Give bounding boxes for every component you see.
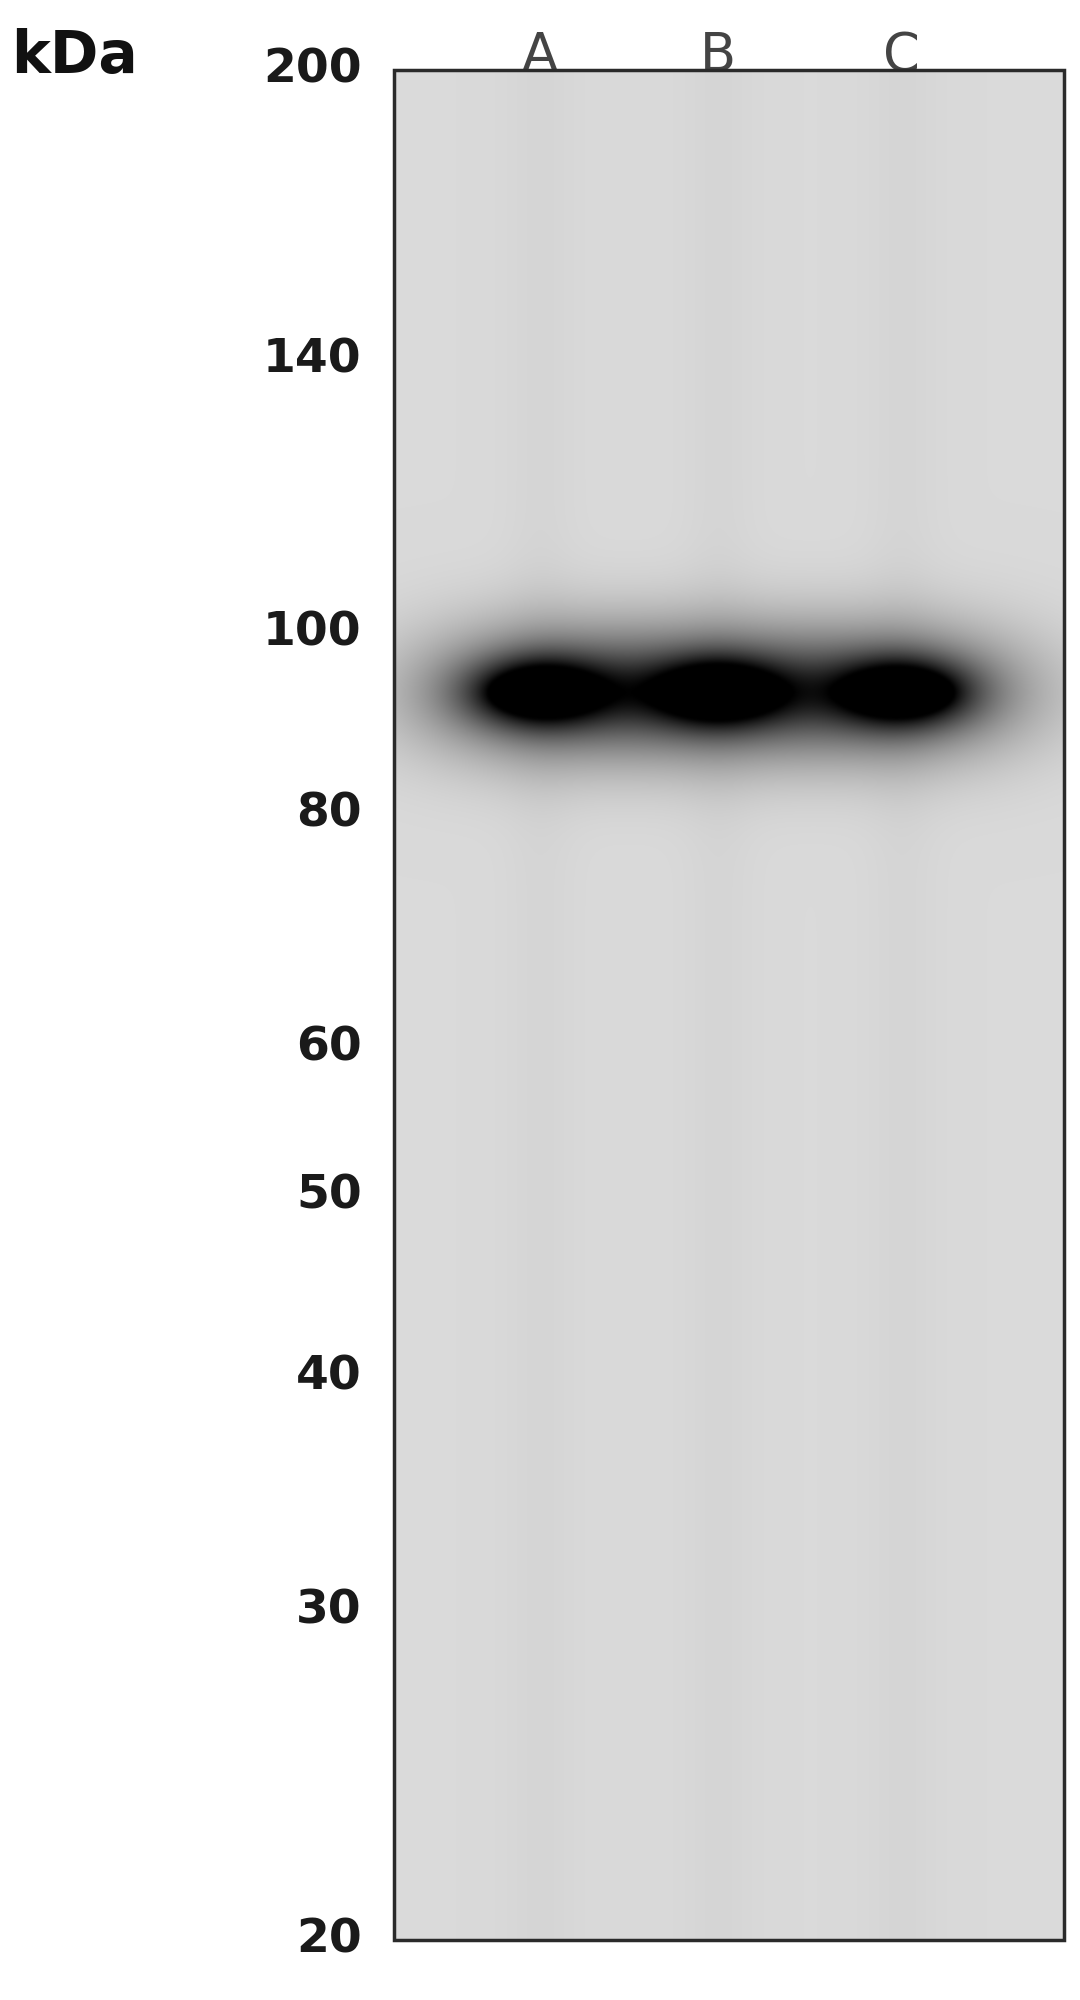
- Text: kDa: kDa: [11, 28, 137, 84]
- Text: 40: 40: [296, 1354, 362, 1400]
- Text: 20: 20: [296, 1918, 362, 1962]
- Bar: [394, 70, 1064, 1940]
- Text: A: A: [522, 30, 558, 82]
- Text: 200: 200: [264, 48, 362, 92]
- Text: 100: 100: [264, 610, 362, 656]
- Text: 80: 80: [296, 792, 362, 836]
- Text: 60: 60: [296, 1026, 362, 1070]
- Text: 30: 30: [296, 1588, 362, 1634]
- Text: 140: 140: [264, 338, 362, 382]
- Text: B: B: [700, 30, 737, 82]
- Text: C: C: [883, 30, 920, 82]
- Text: 50: 50: [296, 1174, 362, 1218]
